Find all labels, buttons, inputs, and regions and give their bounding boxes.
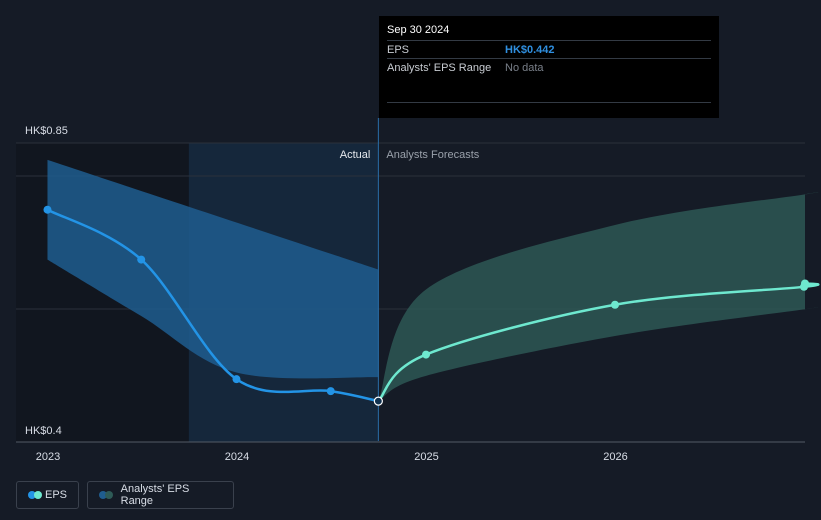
legend-range-label: Analysts' EPS Range <box>120 483 190 507</box>
eps-legend-icon <box>28 491 42 499</box>
forecast-eps-point <box>422 350 430 359</box>
x-tick-label: 2025 <box>414 451 438 463</box>
legend-eps-label: EPS <box>44 489 67 501</box>
tooltip-eps-label: EPS <box>387 43 410 56</box>
y-tick-label: HK$0.4 <box>25 425 62 437</box>
legend-eps-button[interactable]: EPS <box>16 481 79 509</box>
actual-eps-point <box>137 255 146 264</box>
forecast-eps-range-area <box>378 192 819 402</box>
x-tick-label: 2026 <box>603 451 627 463</box>
actual-eps-point <box>43 205 52 214</box>
x-tick-label: 2023 <box>36 451 60 463</box>
tooltip-date: Sep 30 2024 <box>387 24 450 36</box>
x-tick-label: 2024 <box>225 451 249 463</box>
tooltip-eps-row: EPS HK$0.442 <box>387 40 711 58</box>
hover-tooltip: Sep 30 2024 EPS HK$0.442 Analysts' EPS R… <box>379 16 719 118</box>
tooltip-divider <box>387 102 711 103</box>
actual-period-label: Actual <box>340 149 371 161</box>
legend-range-button[interactable]: Analysts' EPS Range <box>87 481 234 509</box>
tooltip-range-label: Analysts' EPS Range <box>387 61 492 74</box>
tooltip-eps-value: HK$0.442 <box>505 43 555 56</box>
tooltip-range-value: No data <box>505 61 544 74</box>
forecast-eps-point <box>801 279 809 288</box>
actual-eps-line <box>46 208 379 403</box>
actual-eps-point <box>326 387 335 396</box>
actual-eps-point <box>232 375 241 384</box>
tooltip-range-row: Analysts' EPS Range No data <box>387 58 711 76</box>
y-tick-label: HK$0.85 <box>25 125 68 137</box>
selected-eps-point <box>373 396 383 406</box>
range-legend-icon <box>99 491 113 499</box>
forecast-eps-point <box>611 300 619 309</box>
forecast-period-label: Analysts Forecasts <box>386 149 479 161</box>
actual-eps-range-area <box>47 159 379 379</box>
